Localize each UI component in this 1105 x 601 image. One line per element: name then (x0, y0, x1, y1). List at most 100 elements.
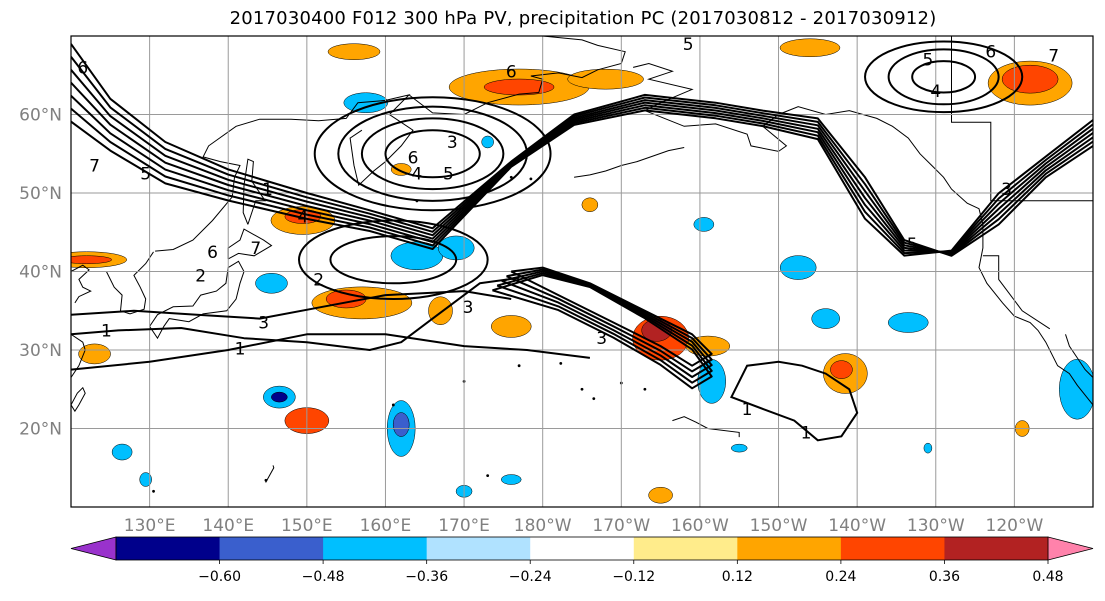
colorbar-tick-label: −0.48 (302, 569, 345, 585)
precip-negative-area (888, 312, 929, 333)
colorbar-segment (633, 537, 738, 560)
precip-negative-area (255, 273, 288, 294)
precip-positive-area (327, 43, 381, 60)
coastline-hokkaido (227, 228, 273, 260)
pv-contour-jet (71, 109, 1093, 257)
pv-contour-closed-loop (329, 235, 458, 285)
precip-positive-area (1001, 64, 1059, 94)
colorbar-segment (116, 537, 221, 560)
contour-label: 6 (77, 58, 88, 78)
lon-tick-label: 140°W (828, 516, 886, 536)
contour-label: 2 (195, 266, 206, 286)
lat-tick-label: 30°N (19, 341, 62, 361)
colorbar-segment (426, 537, 531, 560)
colorbar-tick-label: −0.24 (509, 569, 552, 585)
island-dot (152, 489, 155, 493)
coastline-chukotka (408, 36, 626, 116)
lon-tick-label: 150°E (281, 516, 333, 536)
contour-label: 7 (89, 157, 100, 177)
colorbar-tick-label: −0.60 (198, 569, 241, 585)
lat-tick-label: 50°N (19, 184, 62, 204)
colorbar-extend-high (1047, 536, 1094, 561)
coastline-baja (1065, 334, 1093, 378)
colorbar-tick-label: −0.36 (405, 569, 448, 585)
precip-positive-area (490, 315, 532, 338)
contour-label: 5 (683, 35, 694, 55)
colorbar-segment (219, 537, 324, 560)
colorbar-segment (530, 537, 635, 560)
precip-negative-area (500, 474, 522, 485)
colorbar: −0.60 −0.48 −0.36 −0.24 −0.12 0.12 0.24 0.36 0.4… (70, 536, 1094, 585)
precip-negative-area (271, 391, 288, 403)
coastline-north-america (632, 62, 1093, 406)
lon-tick-label: 170°E (438, 516, 490, 536)
pv-contour-trough (492, 274, 713, 390)
contour-label: 7 (1048, 47, 1059, 67)
contour-label: 3 (1001, 180, 1012, 200)
precip-negative-area (139, 472, 152, 487)
pv-contour-closed-loop (298, 219, 489, 300)
colorbar-tick-label: 0.48 (1032, 569, 1063, 585)
coastline-china (71, 264, 92, 304)
pv-contour-subtropical (71, 276, 520, 351)
island-dot (184, 521, 187, 524)
precip-negative-area (111, 443, 133, 461)
lat-tick-label: 20°N (19, 420, 62, 440)
precip-negative-area (392, 412, 410, 437)
contour-label: 5 (443, 164, 454, 184)
contour-label: 6 (985, 43, 996, 63)
border-canada (951, 36, 1093, 202)
precip-negative-area (923, 442, 933, 454)
contour-label: 5 (907, 235, 918, 255)
pv-contour-closed-low (337, 105, 528, 202)
gridlines (71, 36, 1093, 507)
coastline-hawaii (672, 416, 740, 438)
contour-label: 6 (207, 243, 218, 263)
pv-contour-alaska-low (887, 48, 1000, 106)
pv-contour-cutoff (730, 360, 859, 442)
pv-contour-subtropical (71, 333, 591, 371)
contour-label: 1 (235, 339, 246, 359)
contour-label: 6 (506, 62, 517, 82)
lon-tick-label: 160°W (671, 516, 729, 536)
precip-positive-area (428, 296, 453, 325)
colorbar-extend-low (70, 536, 117, 561)
precip-positive-area (830, 360, 853, 379)
lon-tick-label: 180°W (514, 516, 572, 536)
lon-tick-label: 170°W (592, 516, 650, 536)
border-california (982, 255, 1051, 330)
island-dot (529, 177, 533, 181)
contour-label: 1 (262, 180, 273, 200)
lon-tick-label: 130°E (124, 516, 176, 536)
contour-label: 4 (411, 164, 422, 184)
pv-contour-closed-low (360, 117, 505, 191)
precip-positive-area (483, 78, 555, 96)
pv-contour-alaska-low (864, 40, 1024, 114)
colorbar-segment (737, 537, 842, 560)
lat-tick-label: 40°N (19, 263, 62, 283)
coastline-russia-okhotsk (155, 94, 414, 252)
pv-contour-subtropical (71, 290, 512, 320)
precip-negative-area (481, 135, 494, 149)
colorbar-segment (840, 537, 945, 560)
island-dot (643, 387, 647, 391)
chart-title: 2017030400 F012 300 hPa PV, precipitatio… (229, 8, 937, 29)
precip-negative-area (343, 92, 389, 113)
colorbar-frame (115, 536, 1049, 561)
contour-label: 2 (313, 270, 324, 290)
precip-negative-area (730, 443, 748, 453)
lon-tick-label: 120°W (986, 516, 1044, 536)
lat-tick-labels: 20°N 30°N 40°N 50°N 60°N (19, 106, 62, 440)
precip-positive-area (78, 343, 111, 365)
contour-label: 6 (408, 149, 419, 169)
coastline-aleutians (574, 147, 685, 178)
pv-contour-alaska-low (911, 60, 977, 94)
precip-positive-area (567, 68, 644, 90)
pv-contour-trough (510, 266, 713, 367)
lon-tick-label: 140°E (202, 516, 254, 536)
precip-positive-area (779, 38, 841, 58)
precip-negative-area (779, 255, 817, 280)
colorbar-segment (944, 537, 1049, 560)
pv-contour-closed-low (384, 129, 481, 179)
